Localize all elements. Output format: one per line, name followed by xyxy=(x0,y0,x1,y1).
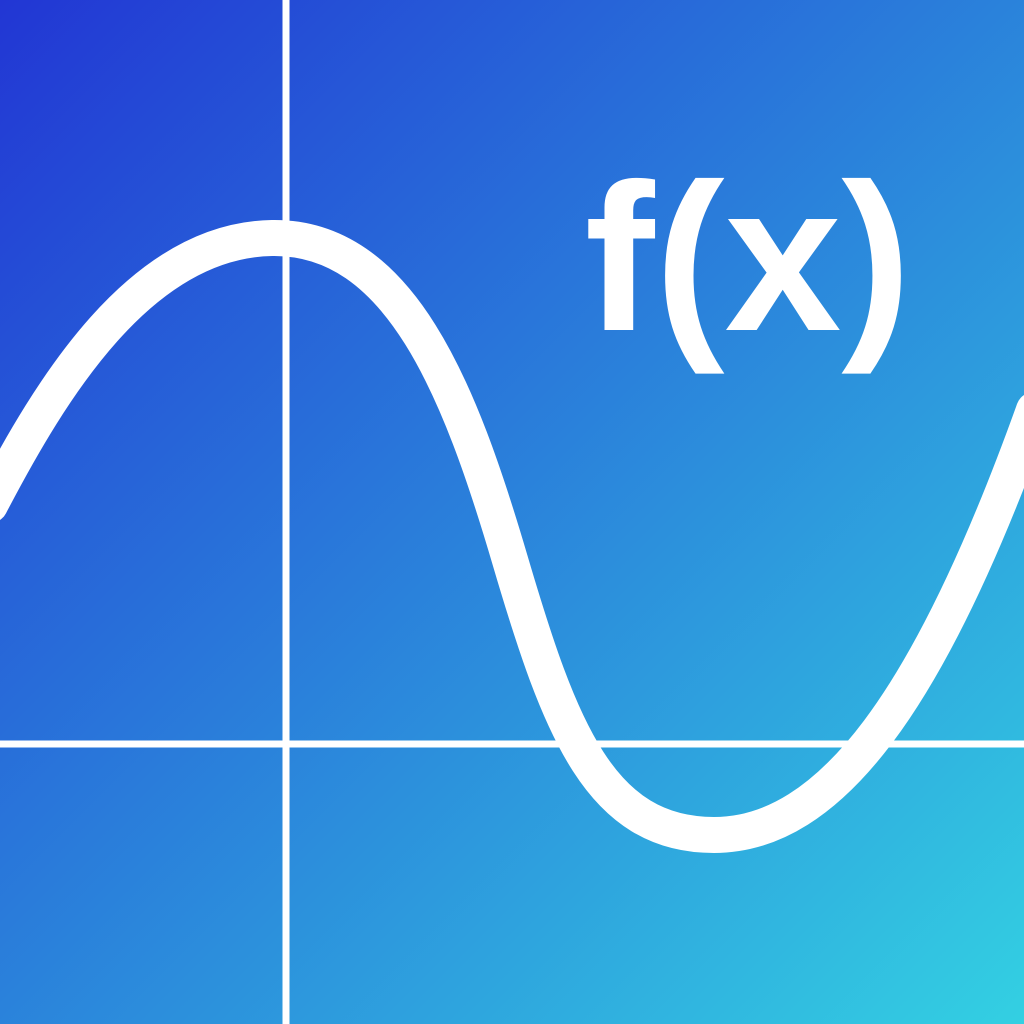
fx-label: f(x) xyxy=(585,140,912,375)
function-curve xyxy=(0,219,1024,853)
